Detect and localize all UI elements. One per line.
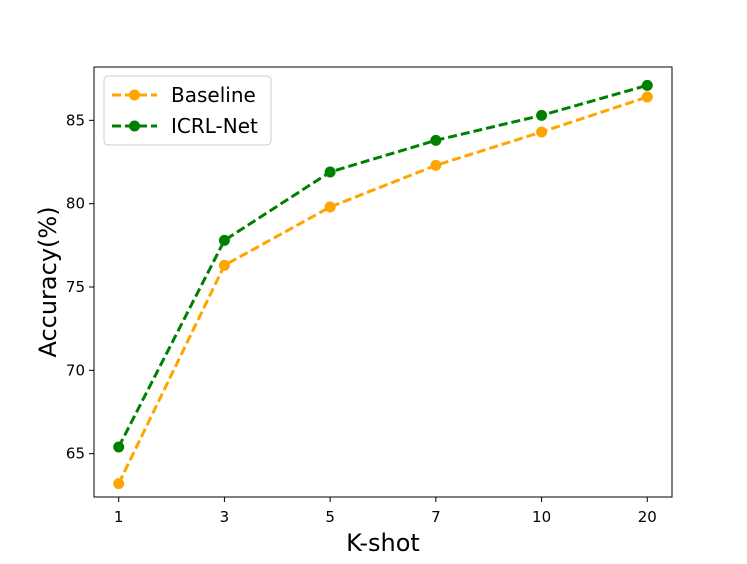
data-point-baseline (536, 126, 548, 138)
y-tick-label: 75 (66, 278, 85, 296)
legend-items: Baseline ICRL-Net (112, 83, 258, 138)
x-tick-label: 7 (431, 508, 441, 526)
legend: Baseline ICRL-Net (103, 75, 272, 146)
data-point-icrl-net (536, 109, 548, 121)
data-point-baseline (430, 159, 442, 171)
x-ticks: 1 3 5 7 10 20 (114, 497, 657, 526)
y-axis-title: Accuracy(%) (34, 206, 62, 357)
series-baseline (113, 91, 653, 490)
data-point-baseline (218, 259, 230, 271)
x-tick-label: 1 (114, 508, 124, 526)
y-tick-label: 85 (66, 111, 85, 129)
y-tick-label: 70 (66, 361, 85, 379)
x-axis-title: K-shot (346, 529, 420, 557)
legend-label-baseline: Baseline (171, 83, 256, 107)
data-point-icrl-net (641, 79, 653, 91)
series-layer (113, 79, 653, 490)
data-point-icrl-net (430, 134, 442, 146)
data-point-baseline (324, 201, 336, 213)
series-line-baseline (117, 95, 648, 485)
data-point-icrl-net (113, 441, 125, 453)
y-tick-label: 65 (66, 445, 85, 463)
x-tick-label: 5 (325, 508, 335, 526)
legend-box (103, 75, 272, 146)
x-tick-label: 20 (638, 508, 657, 526)
legend-item-icrl-net: ICRL-Net (112, 114, 258, 138)
legend-marker-baseline (129, 89, 140, 101)
y-ticks: 65 70 75 80 85 (66, 111, 94, 463)
data-point-baseline (113, 478, 125, 490)
legend-marker-icrl-net (129, 120, 140, 132)
legend-label-icrl-net: ICRL-Net (171, 114, 258, 138)
plot-area-frame (93, 66, 673, 498)
data-point-icrl-net (324, 166, 336, 178)
legend-item-baseline: Baseline (112, 83, 256, 107)
data-point-baseline (641, 91, 653, 103)
series-icrl-net (113, 79, 653, 453)
x-tick-label: 10 (532, 508, 551, 526)
x-tick-label: 3 (220, 508, 230, 526)
data-point-icrl-net (218, 234, 230, 246)
y-tick-label: 80 (66, 195, 85, 213)
